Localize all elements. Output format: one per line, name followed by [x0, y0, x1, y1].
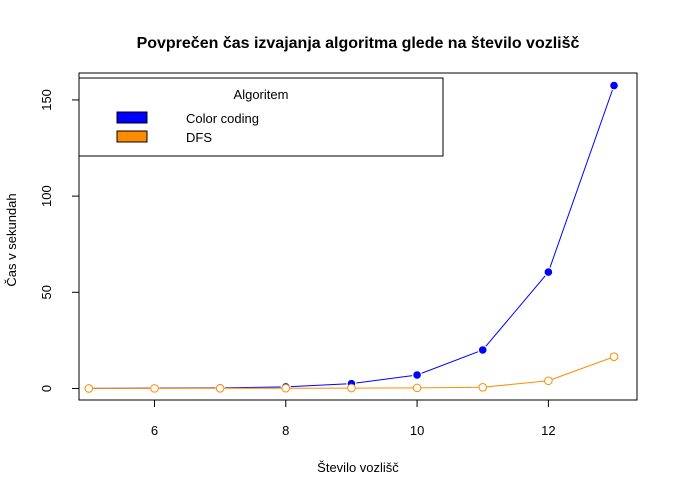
plot-frame — [78, 72, 638, 401]
chart-title: Povprečen čas izvajanja algoritma glede … — [137, 35, 580, 52]
y-tick-label: 50 — [39, 285, 54, 299]
y-axis-label: Čas v sekundah — [4, 193, 19, 286]
data-point — [281, 383, 291, 393]
legend-items: Color coding DFS — [116, 111, 259, 145]
data-point — [412, 383, 422, 393]
x-tick-label: 12 — [541, 423, 555, 438]
x-tick-label: 10 — [410, 423, 424, 438]
data-point — [478, 383, 488, 392]
legend-title: Algoritem — [234, 87, 289, 102]
series-layer — [83, 80, 620, 394]
legend-label: DFS — [186, 130, 212, 145]
data-point — [413, 371, 421, 379]
legend: Algoritem Color coding DFS — [78, 77, 444, 157]
data-point — [215, 384, 225, 393]
y-tick-label: 150 — [39, 89, 54, 111]
data-point — [544, 268, 553, 276]
data-point — [610, 81, 618, 90]
legend-swatch — [116, 130, 148, 143]
data-point — [84, 384, 94, 393]
y-tick-label: 100 — [39, 185, 54, 207]
data-point — [609, 352, 619, 362]
x-tick-label: 8 — [282, 423, 289, 438]
x-tick-label: 6 — [151, 423, 158, 438]
series-dfs — [84, 352, 619, 393]
data-point — [544, 376, 553, 386]
legend-label: Color coding — [186, 111, 259, 126]
data-point — [478, 346, 487, 354]
legend-swatch — [116, 111, 148, 124]
data-point — [150, 384, 159, 393]
x-axis: 6 8 10 12 — [151, 400, 556, 438]
y-axis: 0 50 100 150 — [39, 89, 79, 392]
data-point — [347, 383, 356, 393]
y-tick-label: 0 — [39, 385, 54, 392]
x-axis-label: Število vozlišč — [317, 460, 399, 475]
